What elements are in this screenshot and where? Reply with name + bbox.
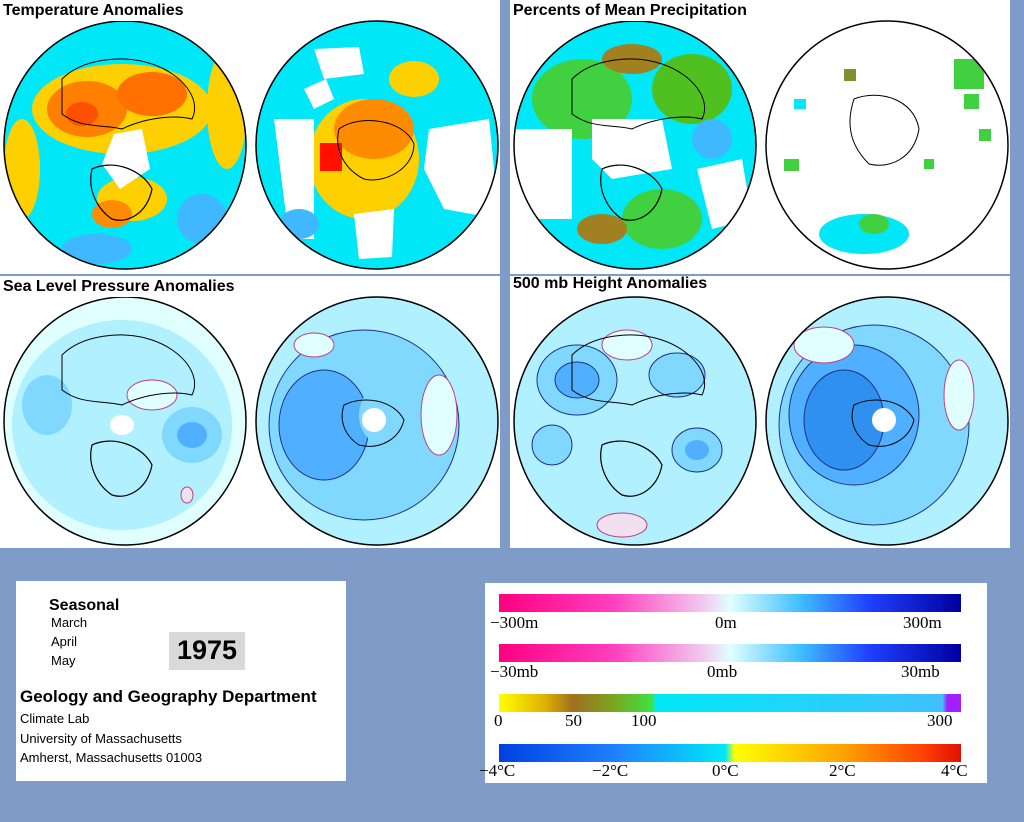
height-northern-hemisphere-map [512, 295, 758, 547]
temp-plus2-label: 2°C [829, 761, 856, 780]
pressure-northern-hemisphere-map [2, 295, 248, 547]
year-badge: 1975 [169, 632, 245, 670]
pressure-zero-label: 0mb [707, 662, 738, 681]
precipitation-southern-hemisphere-map [764, 19, 1010, 271]
height-panel-title: 500 mb Height Anomalies [510, 276, 711, 294]
precip-0-label: 0 [494, 711, 503, 730]
pressure-min-label: −30mb [490, 662, 539, 681]
height-min-label: −300m [490, 613, 539, 632]
height-zero-label: 0m [715, 613, 737, 632]
precipitation-panel-title: Percents of Mean Precipitation [510, 1, 750, 21]
precip-300-label: 300 [927, 711, 953, 730]
university-name: University of Massachusetts [20, 731, 182, 746]
lab-name: Climate Lab [20, 711, 90, 726]
temp-zero-label: 0°C [712, 761, 739, 780]
temp-minus4-label: −4°C [479, 761, 516, 780]
temperature-anomalies-panel: Temperature Anomalies [0, 0, 500, 274]
precipitation-northern-hemisphere-map [512, 19, 758, 271]
department-name: Geology and Geography Department [20, 687, 317, 706]
temperature-color-scale [499, 744, 961, 762]
info-box: Seasonal March April May 1975 Geology an… [16, 581, 346, 781]
pressure-panel-title: Sea Level Pressure Anomalies [0, 277, 238, 297]
pressure-max-label: 30mb [901, 662, 940, 681]
month-march: March [51, 615, 88, 630]
precip-100-label: 100 [631, 711, 657, 730]
month-may: May [51, 653, 76, 668]
location-address: Amherst, Massachusetts 01003 [20, 750, 203, 765]
height-anomalies-panel: 500 mb Height Anomalies [510, 276, 1010, 548]
precipitation-color-scale [499, 694, 961, 712]
pressure-southern-hemisphere-map [254, 295, 500, 547]
height-max-label: 300m [903, 613, 942, 632]
height-southern-hemisphere-map [764, 295, 1010, 547]
precipitation-panel: Percents of Mean Precipitation [510, 0, 1010, 274]
season-title: Seasonal [49, 597, 120, 614]
temperature-northern-hemisphere-map [2, 19, 248, 271]
pressure-color-scale [499, 644, 961, 662]
temp-plus4-label: 4°C [941, 761, 968, 780]
height-color-scale [499, 594, 961, 612]
temperature-southern-hemisphere-map [254, 19, 500, 271]
temp-minus2-label: −2°C [592, 761, 629, 780]
precip-50-label: 50 [565, 711, 582, 730]
sea-level-pressure-panel: Sea Level Pressure Anomalies [0, 276, 500, 548]
legend-box: −300m 0m 300m −30mb 0mb 30mb 0 50 100 30… [479, 583, 987, 783]
month-april: April [51, 634, 78, 649]
temperature-panel-title: Temperature Anomalies [0, 1, 187, 21]
